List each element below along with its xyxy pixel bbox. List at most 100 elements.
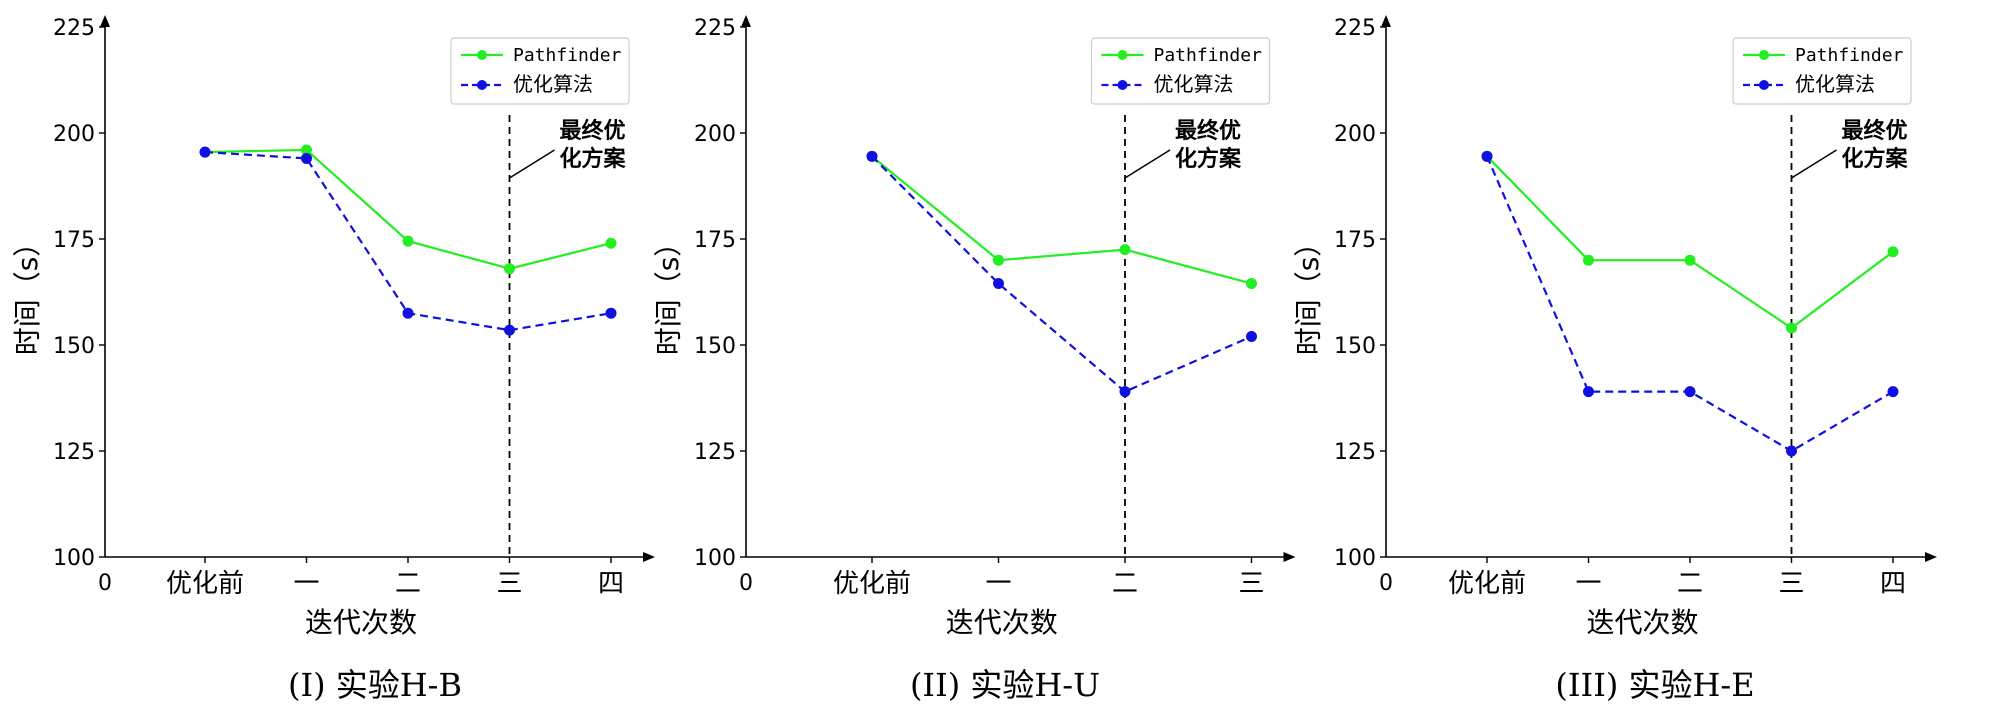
y-tick-label: 200 [1334,122,1376,147]
data-point [301,144,312,156]
legend-label: Pathfinder [513,45,622,66]
legend-swatch-marker [1759,80,1769,90]
y-tick-label: 150 [694,334,736,359]
series-line-pathfinder [204,148,612,270]
x-tick-label: 二 [1112,569,1138,599]
data-point [1684,386,1696,398]
panel-caption: (I) 实验H-B [288,666,462,704]
x-origin-label: 0 [98,571,112,596]
data-point [1684,254,1696,266]
y-tick-label: 175 [694,228,736,253]
legend-swatch-marker [1759,50,1769,60]
y-axis-arrow [100,15,110,27]
x-tick-label: 优化前 [166,569,244,599]
x-tick-label: 二 [1677,569,1703,599]
x-tick-label: 四 [1880,569,1906,599]
legend-label: 优化算法 [1795,72,1875,96]
data-point [866,150,878,162]
data-point [1887,386,1899,398]
series-line-pathfinder [871,155,1252,285]
data-point [1246,278,1257,290]
x-axis-arrow [1283,552,1296,562]
panel-caption: (III) 实验H-E [1555,666,1754,704]
data-point [1119,386,1131,398]
data-point [301,152,312,164]
x-tick-label: 二 [395,569,421,599]
y-tick-label: 125 [1334,440,1376,465]
data-point [504,324,515,336]
data-point [993,254,1004,266]
data-point [1887,246,1899,258]
x-origin-label: 0 [1379,571,1393,596]
x-tick-label: 优化前 [1448,569,1526,599]
y-tick-label: 150 [53,334,95,359]
legend-label: Pathfinder [1154,45,1263,66]
y-tick-label: 175 [53,228,95,253]
data-point [1583,386,1594,398]
legend-label: Pathfinder [1795,45,1904,66]
panel-caption: (II) 实验H-U [910,666,1100,704]
y-tick-label: 100 [53,546,95,571]
x-tick-label: 一 [293,569,319,599]
y-tick-label: 200 [694,122,736,147]
annotation-line-2: 化方案 [1842,146,1909,172]
x-tick-label: 一 [1575,569,1601,599]
legend: Pathfinder 优化算法 [1732,37,1912,105]
y-axis-label: 时间（s） [1292,229,1325,356]
series-line-optimized [871,155,1252,393]
data-point [605,307,617,319]
x-axis-label: 迭代次数 [946,606,1058,639]
series-line-optimized [1485,155,1894,453]
y-tick-label: 225 [694,16,736,41]
legend: Pathfinder 优化算法 [1090,37,1271,105]
data-point [605,237,617,249]
data-point [1246,331,1257,343]
series-line-pathfinder [1486,155,1894,330]
annotation-pointer [1791,149,1837,179]
y-tick-label: 150 [1334,334,1376,359]
y-tick-label: 175 [1334,228,1376,253]
data-point [1583,254,1594,266]
x-tick-label: 三 [1238,569,1264,599]
x-axis-arrow [643,552,655,562]
y-tick-label: 125 [53,440,95,465]
x-axis-label: 迭代次数 [305,606,417,639]
x-tick-label: 三 [496,569,522,599]
annotation-line-2: 化方案 [560,146,627,172]
x-tick-label: 三 [1778,569,1804,599]
y-tick-label: 100 [1334,546,1376,571]
annotation-pointer [509,149,555,179]
data-point [1786,445,1797,457]
data-point [402,235,414,247]
legend-swatch-marker [1117,80,1128,90]
x-tick-label: 优化前 [833,569,911,599]
y-axis-arrow [741,15,751,27]
data-point [1786,322,1797,334]
legend-label: 优化算法 [513,72,593,96]
y-tick-label: 100 [694,546,736,571]
y-axis-arrow [1381,15,1391,27]
legend-swatch-marker [1117,50,1128,60]
y-tick-label: 225 [53,16,95,41]
data-point [504,263,515,275]
annotation-line-2: 化方案 [1175,146,1242,172]
data-point [1481,150,1493,162]
annotation-line-1: 最终优 [560,118,626,144]
x-axis-arrow [1925,552,1937,562]
annotation-pointer [1124,149,1171,179]
legend-swatch-marker [477,80,487,90]
annotation-line-1: 最终优 [1842,118,1908,144]
y-axis-label: 时间（s） [652,229,685,356]
x-axis-label: 迭代次数 [1586,606,1698,639]
data-point [402,307,414,319]
annotation-line-1: 最终优 [1175,118,1241,144]
legend: Pathfinder 优化算法 [450,37,630,105]
legend-label: 优化算法 [1154,72,1234,96]
data-point [1119,244,1131,256]
y-tick-label: 200 [53,122,95,147]
x-origin-label: 0 [739,571,753,596]
